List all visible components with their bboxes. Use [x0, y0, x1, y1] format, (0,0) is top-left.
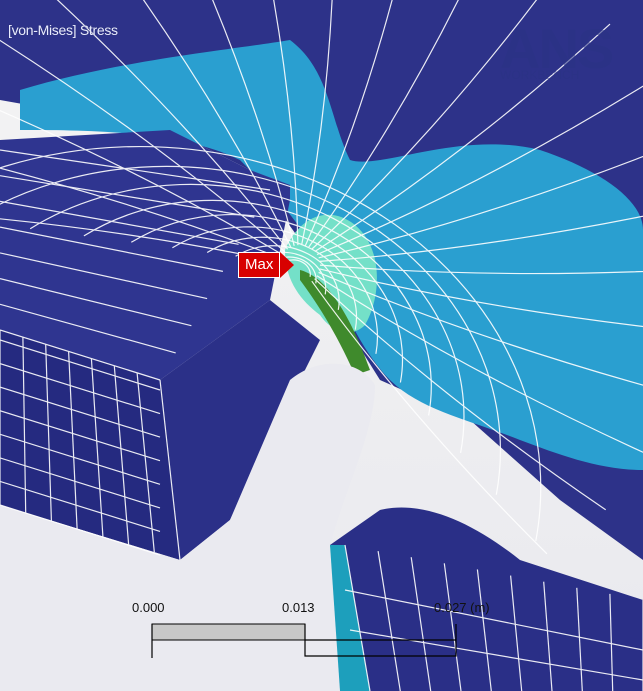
mesh-line [0, 504, 161, 556]
scale-bar [151, 623, 457, 658]
mesh-line [314, 23, 611, 253]
scale-tick-start: 0.000 [132, 600, 165, 615]
probe-pointer-icon [280, 252, 295, 278]
mesh-line [319, 264, 643, 275]
mesh-line [0, 200, 239, 245]
mesh-line [56, 0, 289, 250]
mesh-line [113, 365, 130, 545]
scale-tick-end: 0.027 (m) [434, 600, 490, 615]
mesh-line [273, 0, 299, 246]
mesh-line [510, 575, 523, 691]
mesh-line [0, 480, 161, 532]
mesh-line [0, 218, 281, 263]
lower-right-block [330, 507, 643, 691]
result-title: [von-Mises] Stress [8, 22, 118, 38]
mesh-line [0, 363, 161, 415]
mesh-line [142, 0, 292, 248]
mesh-line [0, 226, 224, 272]
max-probe-annotation[interactable]: Max [238, 252, 295, 278]
mesh-line [206, 236, 358, 330]
mesh-line [349, 629, 643, 681]
mesh-line [318, 155, 643, 259]
mesh-line [136, 372, 155, 553]
mesh-line [319, 268, 643, 328]
mesh-line [377, 551, 401, 691]
scale-bar-outline [151, 624, 457, 658]
mesh-line [443, 563, 462, 691]
mesh-line [90, 358, 104, 537]
mesh-line [130, 213, 404, 383]
mesh-line [0, 278, 192, 327]
mesh-line [159, 379, 181, 561]
mesh-line [344, 589, 643, 651]
mesh-line [476, 569, 492, 691]
mesh-line [0, 109, 284, 256]
mesh-line [212, 0, 295, 246]
mesh-line [311, 280, 548, 555]
mesh-line [0, 149, 271, 191]
mesh-line [0, 329, 161, 381]
peak-stress-zone [300, 270, 370, 375]
mesh-line [0, 252, 208, 300]
mesh-line [0, 145, 542, 542]
mesh-line [22, 337, 27, 513]
ansys-logo-subtitle: WORKBENCH [500, 68, 580, 82]
mesh-line [316, 275, 643, 453]
max-probe-label: Max [238, 252, 281, 278]
left-block-front [0, 330, 180, 560]
mesh-line [308, 0, 459, 248]
mesh-line [0, 165, 501, 495]
mesh-line [314, 278, 607, 511]
mesh-line [543, 581, 553, 691]
left-block-side [160, 300, 320, 560]
mesh-line [316, 85, 643, 256]
mesh-line [410, 557, 432, 691]
mesh-line [318, 271, 643, 386]
mesh-line [45, 344, 52, 521]
mesh-line [235, 245, 340, 310]
lower-right-block-edge [330, 545, 370, 691]
mesh-line [311, 0, 538, 250]
mesh-line [0, 303, 176, 354]
notch-opening [0, 363, 375, 691]
mesh-line [0, 39, 286, 253]
mesh-line [0, 175, 255, 218]
scale-tick-mid: 0.013 [282, 600, 315, 615]
mesh-line [0, 339, 161, 391]
mesh-line [68, 351, 78, 529]
mesh-line [301, 0, 333, 246]
mesh-line [172, 226, 379, 354]
mesh-line [0, 410, 161, 462]
mesh-line [304, 0, 393, 246]
mesh-line [29, 183, 465, 454]
mesh-line [576, 587, 583, 691]
scale-bar-filled-segment [151, 623, 306, 641]
mesh-line [344, 544, 371, 691]
mesh-line [0, 457, 161, 509]
left-block-top [0, 130, 290, 380]
mesh-line [83, 199, 432, 416]
ansys-logo-watermark: ANS [500, 17, 614, 80]
mesh-line [0, 433, 161, 485]
mesh-line [0, 386, 161, 438]
